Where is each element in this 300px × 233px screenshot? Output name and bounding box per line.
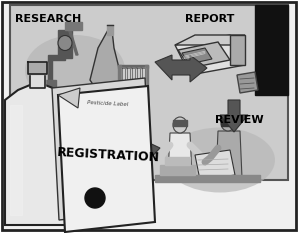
Polygon shape (178, 42, 230, 68)
Polygon shape (90, 30, 122, 95)
Ellipse shape (173, 117, 187, 133)
Polygon shape (48, 60, 52, 118)
Polygon shape (65, 22, 82, 30)
Text: Pesticide Label: Pesticide Label (87, 100, 129, 107)
Polygon shape (132, 95, 135, 110)
FancyBboxPatch shape (10, 5, 288, 180)
Polygon shape (175, 35, 245, 75)
Polygon shape (58, 88, 80, 108)
Polygon shape (175, 35, 245, 45)
Text: REVIEW: REVIEW (215, 115, 264, 125)
Polygon shape (216, 131, 242, 178)
Polygon shape (118, 65, 148, 68)
Polygon shape (137, 95, 140, 110)
Polygon shape (127, 95, 130, 110)
Polygon shape (68, 28, 78, 55)
Ellipse shape (221, 115, 235, 131)
Polygon shape (127, 68, 130, 110)
Circle shape (85, 188, 105, 208)
Ellipse shape (25, 35, 125, 105)
Polygon shape (58, 30, 72, 58)
Polygon shape (142, 68, 145, 110)
FancyBboxPatch shape (2, 2, 296, 230)
Polygon shape (10, 105, 22, 215)
Polygon shape (91, 84, 122, 95)
Polygon shape (182, 48, 212, 64)
Polygon shape (145, 65, 148, 115)
Polygon shape (122, 95, 125, 110)
Text: REPORT: REPORT (185, 14, 234, 24)
Polygon shape (28, 62, 47, 74)
Polygon shape (155, 175, 260, 182)
Polygon shape (107, 25, 113, 35)
Polygon shape (122, 68, 125, 110)
Polygon shape (255, 5, 288, 95)
Text: RESEARCH: RESEARCH (15, 14, 81, 24)
Polygon shape (230, 35, 245, 65)
Polygon shape (44, 80, 56, 100)
Polygon shape (168, 133, 192, 175)
Polygon shape (58, 86, 155, 232)
Polygon shape (28, 95, 72, 100)
Polygon shape (173, 120, 187, 126)
Polygon shape (220, 100, 248, 132)
Polygon shape (132, 68, 135, 110)
Polygon shape (52, 78, 152, 220)
Polygon shape (48, 55, 65, 60)
Text: REGISTRATION: REGISTRATION (56, 146, 160, 164)
Polygon shape (155, 55, 207, 82)
Ellipse shape (38, 114, 62, 122)
Polygon shape (165, 157, 190, 165)
Polygon shape (142, 95, 145, 110)
Ellipse shape (165, 127, 275, 192)
Polygon shape (5, 85, 65, 225)
Polygon shape (30, 72, 45, 88)
Polygon shape (160, 165, 195, 175)
Polygon shape (30, 115, 75, 120)
Polygon shape (118, 65, 121, 115)
Polygon shape (237, 72, 258, 93)
Polygon shape (221, 118, 235, 126)
Polygon shape (108, 140, 160, 166)
Polygon shape (195, 150, 235, 180)
Polygon shape (118, 108, 148, 115)
Polygon shape (137, 68, 140, 110)
Ellipse shape (58, 35, 72, 51)
